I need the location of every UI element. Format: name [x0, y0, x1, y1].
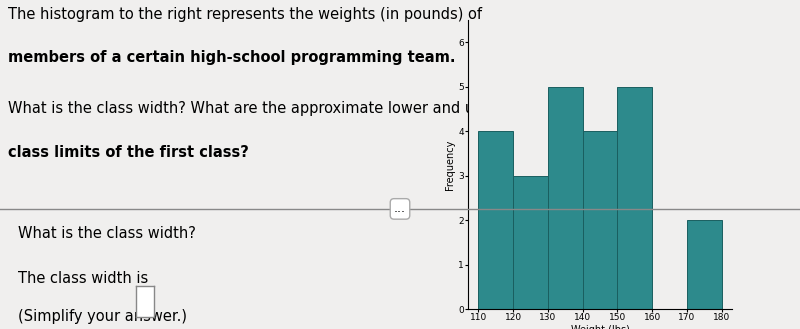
Bar: [548, 87, 582, 309]
Text: members of a certain high-school programming team.: members of a certain high-school program…: [8, 50, 455, 65]
Text: The class width is: The class width is: [18, 271, 148, 286]
Text: (Simplify your answer.): (Simplify your answer.): [18, 309, 186, 324]
Text: class limits of the first class?: class limits of the first class?: [8, 145, 249, 160]
Bar: [513, 176, 548, 309]
Bar: [478, 131, 513, 309]
X-axis label: Weight (lbs): Weight (lbs): [570, 325, 630, 329]
Bar: [582, 131, 618, 309]
Text: What is the class width? What are the approximate lower and upper: What is the class width? What are the ap…: [8, 101, 508, 116]
Text: What is the class width?: What is the class width?: [18, 226, 195, 241]
Bar: [618, 87, 652, 309]
Text: The histogram to the right represents the weights (in pounds) of: The histogram to the right represents th…: [8, 7, 482, 22]
Text: ...: ...: [394, 202, 406, 215]
Y-axis label: Frequency: Frequency: [446, 139, 455, 190]
Bar: [687, 220, 722, 309]
